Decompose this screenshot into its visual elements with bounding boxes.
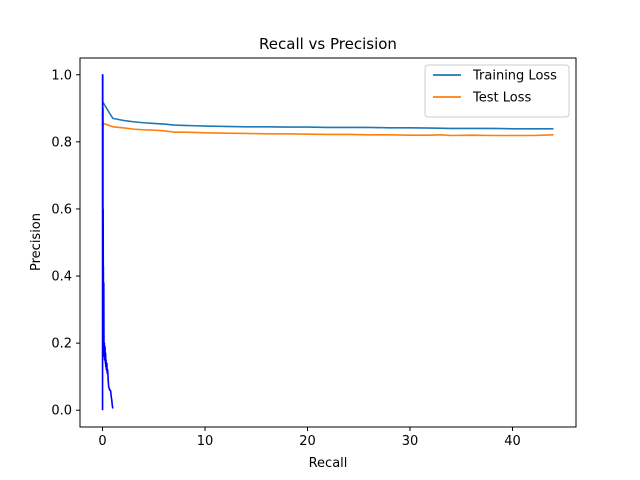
x-tick-label: 10 xyxy=(197,434,214,449)
y-tick-label: 0.8 xyxy=(51,135,72,150)
series-line-curve-2 xyxy=(101,73,114,411)
y-tick-label: 0.2 xyxy=(51,337,72,352)
legend-box xyxy=(424,64,570,118)
legend: Training Loss Test Loss xyxy=(424,64,570,118)
x-tick-label: 0 xyxy=(98,434,106,449)
chart-title: Recall vs Precision xyxy=(259,35,397,53)
plot-area xyxy=(101,73,554,411)
y-tick-label: 0.6 xyxy=(51,202,72,217)
series-line-test-loss xyxy=(102,122,554,137)
x-tick-label: 40 xyxy=(504,434,521,449)
x-axis-label: Recall xyxy=(309,456,348,471)
x-tick-label: 30 xyxy=(402,434,419,449)
y-axis-label: Precision xyxy=(29,213,44,271)
legend-label: Training Loss xyxy=(472,69,557,84)
x-tick-label: 20 xyxy=(299,434,316,449)
legend-label: Test Loss xyxy=(472,91,531,106)
y-tick-label: 0.0 xyxy=(51,404,72,419)
tick-layer: 0 10 20 30 40 0.0 0.2 0.4 0.6 0.8 1.0 xyxy=(51,68,520,449)
series-line-training-loss xyxy=(101,101,554,130)
axes-frame xyxy=(79,57,577,428)
y-tick-label: 0.4 xyxy=(51,270,72,285)
y-tick-label: 1.0 xyxy=(51,68,72,83)
